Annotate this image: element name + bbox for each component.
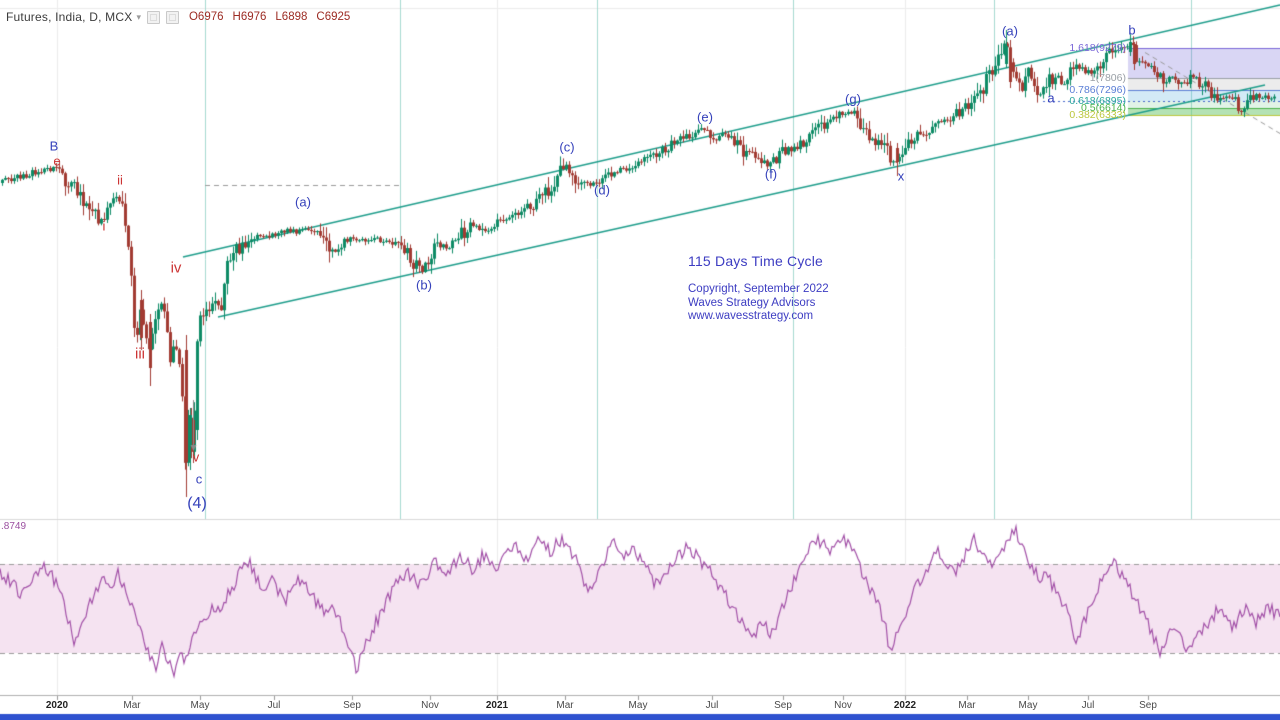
wave-label-e[interactable]: (e) — [697, 109, 713, 125]
close-value: C6925 — [316, 11, 351, 23]
copyright-line: Copyright, September 2022 — [688, 283, 829, 295]
ohlc-readout: O6976 H6976 L6898 C6925 — [189, 11, 350, 23]
wave-label-c[interactable]: (c) — [559, 139, 575, 155]
wave-label-a[interactable]: (a) — [295, 194, 311, 210]
wave-label-ii[interactable]: ii — [117, 172, 123, 188]
wave-label-b[interactable]: (b) — [416, 277, 432, 293]
advisor-line: Waves Strategy Advisors — [688, 296, 816, 309]
fib-level-label-0.382[interactable]: 0.382(6333) — [1069, 109, 1126, 121]
high-value: H6976 — [232, 11, 267, 23]
fib-level-label-0.786[interactable]: 0.786(7296) — [1069, 84, 1126, 96]
wave-label-c[interactable]: c — [195, 471, 203, 487]
fib-level-label-1[interactable]: 1(7806) — [1089, 72, 1126, 84]
text-annotation-block[interactable]: 115 Days Time Cycle Copyright, September… — [688, 253, 829, 324]
wave-label-iv[interactable]: iv — [170, 259, 182, 277]
wave-label-f[interactable]: (f) — [764, 166, 778, 182]
chevron-down-icon[interactable]: ▾ — [136, 11, 141, 22]
time-cycle-label: 115 Days Time Cycle — [688, 253, 824, 269]
wave-label-iii[interactable]: iii — [135, 345, 145, 363]
wave-label-v[interactable]: v — [192, 449, 200, 465]
wave-label-x[interactable]: x — [897, 168, 905, 184]
wave-label-b[interactable]: b — [1128, 22, 1136, 38]
wave-label-B[interactable]: B — [49, 138, 59, 154]
wave-label-i[interactable]: i — [102, 218, 106, 234]
website-line: www.wavesstrategy.com — [688, 310, 814, 323]
wave-label-g[interactable]: (g) — [845, 91, 861, 107]
fib-level-label-0.5[interactable]: 0.5(6614) — [1081, 102, 1126, 114]
legend-square-icon-1[interactable] — [146, 10, 160, 24]
wave-label-e[interactable]: e — [53, 153, 61, 169]
fib-level-label-0.618[interactable]: 0.618(6895) — [1069, 95, 1126, 107]
symbol-title[interactable]: Futures, India, D, MCX — [6, 10, 133, 24]
symbol-legend: Futures, India, D, MCX ▾ O6976 H6976 L68… — [6, 10, 350, 24]
wave-label-d[interactable]: (d) — [594, 182, 610, 198]
wave-label-a[interactable]: (a) — [1002, 23, 1018, 39]
wave-label-4[interactable]: (4) — [187, 495, 207, 512]
low-value: L6898 — [275, 11, 308, 23]
open-value: O6976 — [188, 11, 224, 23]
fib-level-label-1.618[interactable]: 1.618(9279) — [1069, 42, 1126, 54]
legend-square-icon-2[interactable] — [165, 10, 179, 24]
wave-label-a[interactable]: a — [1047, 90, 1055, 106]
